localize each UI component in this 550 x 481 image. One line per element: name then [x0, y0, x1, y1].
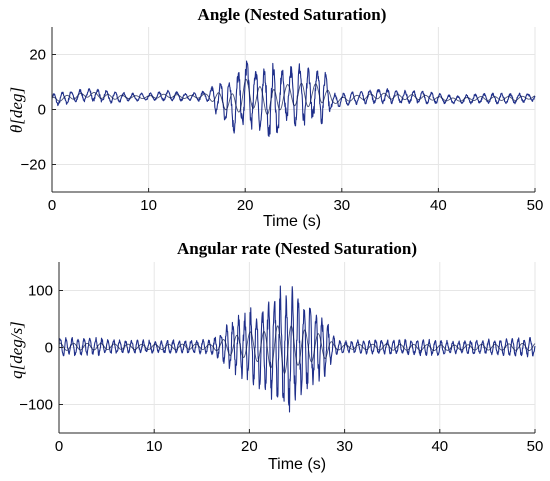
y-axis-label: θ[deg] — [7, 87, 26, 133]
x-tick-label: 20 — [241, 438, 258, 455]
y-tick-label: −20 — [21, 157, 46, 174]
x-tick-label: 0 — [55, 438, 63, 455]
x-tick-label: 50 — [527, 197, 544, 214]
angle-panel: Angle (Nested Saturation) θ[deg] Time (s… — [7, 5, 543, 230]
series-line-overlay — [51, 78, 536, 115]
series-line — [58, 285, 536, 413]
x-tick-label: 50 — [527, 438, 544, 455]
x-axis-label: Time (s) — [263, 213, 321, 230]
x-tick-label: 10 — [146, 438, 163, 455]
y-tick-label: 0 — [38, 102, 46, 119]
x-tick-label: 30 — [333, 197, 350, 214]
x-tick-label: 30 — [336, 438, 353, 455]
x-tick-label: 40 — [431, 438, 448, 455]
y-tick-label: 100 — [28, 283, 53, 300]
angular-rate-panel: Angular rate (Nested Saturation) q[deg/s… — [7, 239, 543, 473]
x-tick-label: 40 — [430, 197, 447, 214]
y-tick-label: −100 — [19, 397, 53, 414]
chart-title: Angle (Nested Saturation) — [198, 5, 387, 24]
y-tick-label: 0 — [45, 340, 53, 357]
y-tick-label: 20 — [29, 47, 46, 64]
series-line — [51, 60, 536, 138]
series-line-overlay — [58, 325, 536, 374]
y-axis-label: q[deg/s] — [7, 321, 26, 379]
x-tick-label: 10 — [140, 197, 157, 214]
grid — [51, 27, 536, 192]
chart-title: Angular rate (Nested Saturation) — [177, 239, 417, 258]
x-tick-label: 0 — [48, 197, 56, 214]
x-tick-label: 20 — [237, 197, 254, 214]
x-axis-label: Time (s) — [268, 456, 326, 473]
